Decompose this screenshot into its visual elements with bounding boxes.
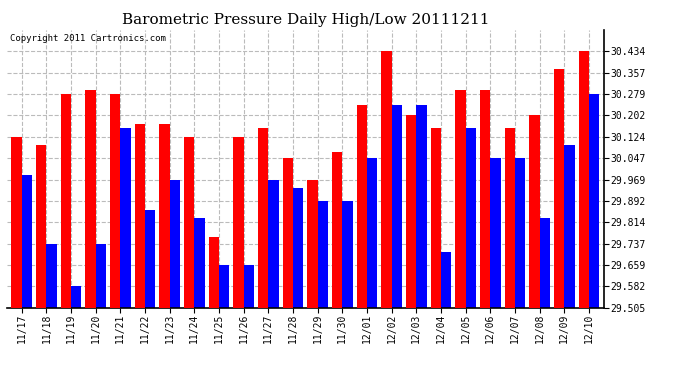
Bar: [110, 94, 120, 308]
Bar: [145, 210, 155, 308]
Bar: [159, 124, 170, 308]
Bar: [195, 218, 205, 308]
Bar: [466, 128, 476, 308]
Bar: [96, 244, 106, 308]
Bar: [233, 137, 244, 308]
Bar: [86, 90, 96, 308]
Bar: [431, 128, 441, 308]
Bar: [46, 244, 57, 308]
Bar: [480, 90, 491, 308]
Bar: [455, 90, 466, 308]
Bar: [515, 158, 525, 308]
Bar: [170, 180, 180, 308]
Bar: [317, 201, 328, 308]
Bar: [332, 152, 342, 308]
Bar: [406, 116, 416, 308]
Bar: [579, 51, 589, 308]
Bar: [293, 188, 304, 308]
Bar: [244, 265, 254, 308]
Bar: [416, 105, 426, 308]
Bar: [120, 128, 130, 308]
Bar: [21, 175, 32, 308]
Bar: [504, 128, 515, 308]
Bar: [219, 265, 229, 308]
Text: Copyright 2011 Cartronics.com: Copyright 2011 Cartronics.com: [10, 34, 166, 43]
Bar: [540, 218, 550, 308]
Bar: [342, 201, 353, 308]
Bar: [71, 286, 81, 308]
Bar: [283, 158, 293, 308]
Title: Barometric Pressure Daily High/Low 20111211: Barometric Pressure Daily High/Low 20111…: [121, 13, 489, 27]
Bar: [307, 180, 317, 308]
Bar: [258, 128, 268, 308]
Bar: [208, 237, 219, 308]
Bar: [61, 94, 71, 308]
Bar: [36, 146, 46, 308]
Bar: [382, 51, 392, 308]
Bar: [554, 69, 564, 308]
Bar: [441, 252, 451, 308]
Bar: [357, 105, 367, 308]
Bar: [491, 158, 501, 308]
Bar: [367, 158, 377, 308]
Bar: [589, 94, 600, 308]
Bar: [392, 105, 402, 308]
Bar: [135, 124, 145, 308]
Bar: [529, 116, 540, 308]
Bar: [11, 137, 21, 308]
Bar: [184, 137, 195, 308]
Bar: [564, 146, 575, 308]
Bar: [268, 180, 279, 308]
